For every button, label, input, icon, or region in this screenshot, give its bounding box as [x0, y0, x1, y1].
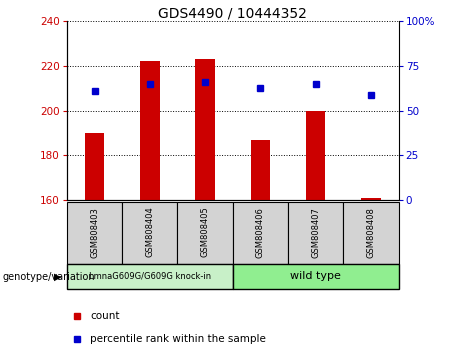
Text: GSM808404: GSM808404 — [145, 207, 154, 257]
Bar — [195, 59, 215, 200]
Text: genotype/variation: genotype/variation — [2, 272, 95, 282]
Text: LmnaG609G/G609G knock-in: LmnaG609G/G609G knock-in — [89, 272, 211, 281]
Text: GSM808403: GSM808403 — [90, 207, 99, 258]
Bar — [288, 202, 343, 264]
Bar — [233, 264, 399, 289]
Text: count: count — [90, 311, 119, 321]
Title: GDS4490 / 10444352: GDS4490 / 10444352 — [159, 6, 307, 20]
Bar — [361, 198, 381, 200]
Text: GSM808407: GSM808407 — [311, 207, 320, 258]
Bar — [67, 202, 122, 264]
Text: GSM808406: GSM808406 — [256, 207, 265, 258]
Bar — [67, 264, 233, 289]
Bar — [306, 110, 325, 200]
Bar — [85, 133, 104, 200]
Bar — [177, 202, 233, 264]
Bar — [251, 140, 270, 200]
Text: GSM808408: GSM808408 — [366, 207, 376, 258]
Text: wild type: wild type — [290, 271, 341, 281]
Text: percentile rank within the sample: percentile rank within the sample — [90, 334, 266, 344]
Text: ▶: ▶ — [54, 272, 62, 282]
Bar — [122, 202, 177, 264]
Bar — [343, 202, 399, 264]
Bar — [140, 62, 160, 200]
Text: GSM808405: GSM808405 — [201, 207, 210, 257]
Bar — [233, 202, 288, 264]
